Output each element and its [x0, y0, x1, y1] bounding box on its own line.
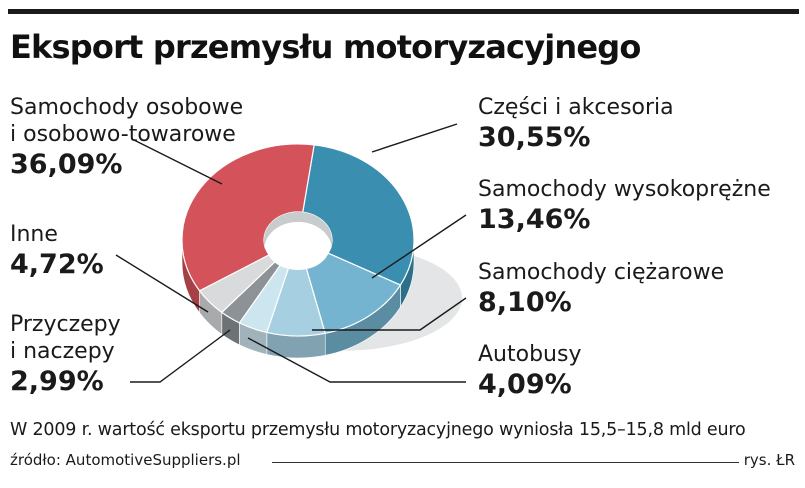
donut-hole-wall	[264, 212, 332, 250]
label-przyczepy: Przyczepy i naczepy 2,99%	[10, 311, 121, 398]
label-ciezarowe-name: Samochody ciężarowe	[478, 260, 725, 285]
donut-hole	[266, 222, 330, 270]
footer-credit: rys. ŁR	[743, 451, 795, 469]
leader-line-1	[371, 214, 467, 279]
label-czesci: Części i akcesoria 30,55%	[478, 94, 674, 154]
leader-line-3	[247, 337, 466, 383]
label-autobusy-name: Autobusy	[478, 342, 582, 367]
label-inne: Inne 4,72%	[10, 221, 104, 281]
leader-line-6	[133, 139, 223, 185]
label-osobowe-value: 36,09%	[10, 149, 123, 180]
footer-note: W 2009 r. wartość eksportu przemysłu mot…	[10, 420, 746, 440]
source-rule	[272, 462, 739, 463]
label-ciezarowe-value: 8,10%	[478, 287, 572, 318]
label-wysokoprezne-value: 13,46%	[478, 204, 591, 235]
label-wysokoprezne-name: Samochody wysokoprężne	[478, 177, 771, 202]
label-ciezarowe: Samochody ciężarowe 8,10%	[478, 259, 724, 319]
label-osobowe-line1: Samochody osobowe	[10, 95, 244, 120]
label-wysokoprezne: Samochody wysokoprężne 13,46%	[478, 176, 771, 236]
label-autobusy: Autobusy 4,09%	[478, 341, 581, 401]
label-osobowe-line2: i osobowo-towarowe	[10, 122, 236, 147]
footer-source: źródło: AutomotiveSuppliers.pl	[10, 451, 241, 469]
label-czesci-value: 30,55%	[478, 122, 591, 153]
chart-title: Eksport przemysłu motoryzacyjnego	[10, 28, 641, 66]
label-przyczepy-line1: Przyczepy	[10, 312, 121, 337]
leader-line-0	[371, 123, 458, 153]
label-inne-value: 4,72%	[10, 249, 104, 280]
label-przyczepy-value: 2,99%	[10, 366, 104, 397]
label-autobusy-value: 4,09%	[478, 369, 572, 400]
leader-line-2	[312, 297, 467, 331]
leader-line-4	[130, 329, 231, 383]
label-osobowe: Samochody osobowe i osobowo-towarowe 36,…	[10, 94, 243, 181]
top-rule	[8, 9, 799, 14]
label-czesci-name: Części i akcesoria	[478, 95, 674, 120]
label-przyczepy-line2: i naczepy	[10, 339, 115, 364]
leader-line-5	[115, 254, 209, 313]
label-inne-name: Inne	[10, 222, 58, 247]
